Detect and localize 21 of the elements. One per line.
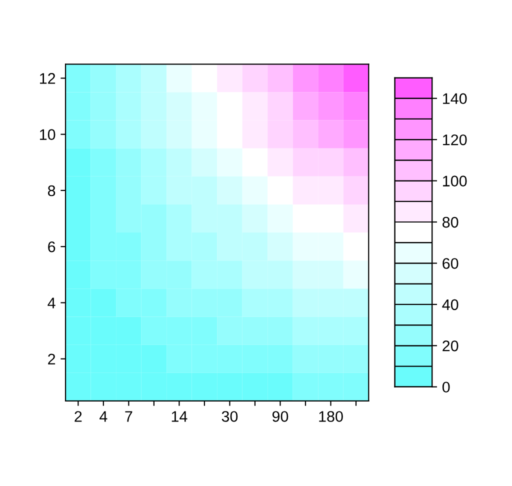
color-bar-label: 60 [442, 258, 458, 269]
color-bar-label: 100 [443, 176, 467, 186]
y-tick-label: 4 [48, 298, 56, 308]
color-bar-label: 0 [442, 382, 450, 393]
x-tick-label: 4 [100, 411, 108, 422]
x-tick-label: 90 [272, 411, 288, 422]
y-tick-label: 6 [48, 241, 56, 252]
color-bar-label: 140 [443, 93, 467, 104]
y-tick-label: 2 [48, 354, 56, 364]
x-tick-label: 180 [319, 411, 343, 422]
color-bar-label: 80 [442, 216, 458, 228]
x-tick-label: 30 [222, 411, 238, 422]
x-tick-label: 7 [125, 411, 132, 422]
y-tick-label: 10 [40, 129, 56, 140]
y-tick-label: 8 [48, 185, 56, 196]
x-tick-label: 2 [74, 411, 82, 422]
color-bar-label: 40 [442, 299, 458, 310]
color-bar-label: 120 [443, 134, 467, 146]
y-tick-label: 12 [40, 73, 56, 84]
color-bar-label: 20 [442, 340, 458, 352]
x-tick-label: 14 [172, 411, 188, 422]
